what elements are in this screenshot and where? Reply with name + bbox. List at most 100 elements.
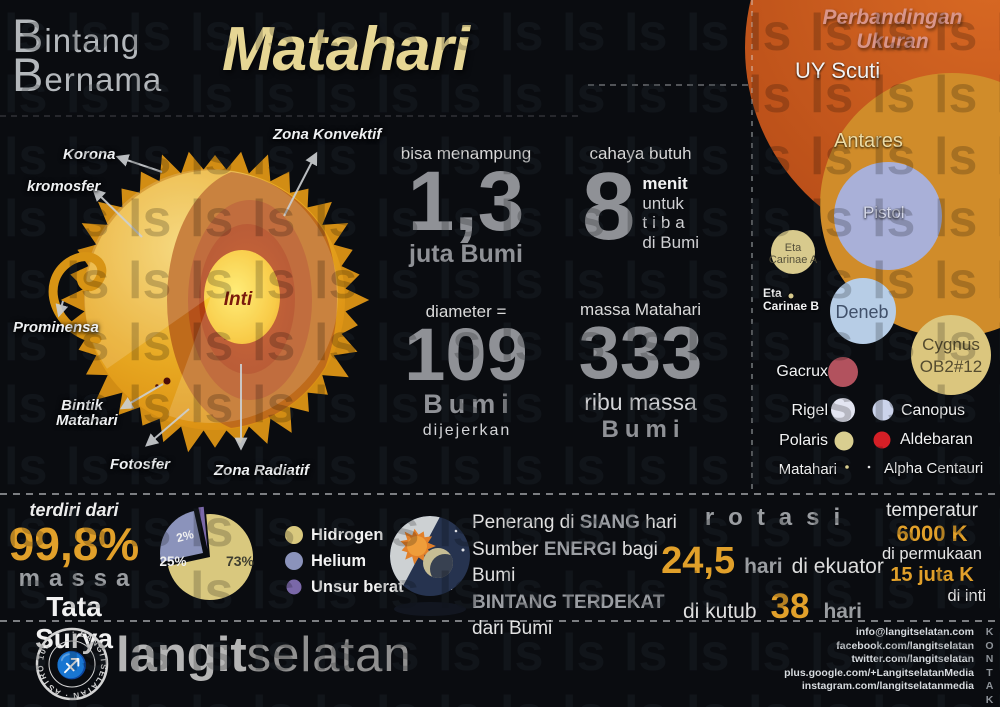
label-zona-radiatif: Zona Radiatif <box>214 462 310 479</box>
legend-swatch-helium <box>285 552 303 570</box>
temperature-core-where: di inti <box>947 587 986 606</box>
stat-light-units: menit untuk tiba di Bumi <box>642 174 699 252</box>
stat-mass-sub: Bumi <box>601 415 686 443</box>
temperature-core-value: 15 juta K <box>890 564 974 587</box>
legend-swatch-unsur-berat <box>286 579 302 595</box>
label-korona: Korona <box>63 146 116 163</box>
temperature-surface-value: 6000 K <box>896 521 968 546</box>
fact-1b: SIANG <box>579 512 640 533</box>
facts-block: Penerang di SIANG hari Sumber ENERGI bag… <box>472 510 682 643</box>
star-label-deneb: Deneb <box>835 302 888 322</box>
star-label-antares: Antares <box>834 130 903 152</box>
star-label-pistol: Pistol <box>863 203 905 222</box>
label-fotosfer: Fotosfer <box>110 456 170 473</box>
temperature-title: temperatur <box>886 500 978 521</box>
stat-light-time: cahaya butuh 8 menit untuk tiba di Bumi <box>568 144 713 260</box>
legend-label-unsur-berat: Unsur berat <box>311 577 404 596</box>
star-matahari-dot <box>845 465 849 469</box>
stat-diameter-sub: dijejerkan <box>422 421 512 439</box>
title-secondary: Bintang Bernama <box>12 12 162 98</box>
legend-swatch-hidrogen <box>285 526 303 544</box>
star-label-alpha-centauri: Alpha Centauri <box>884 460 984 477</box>
star-gacrux <box>828 357 858 387</box>
contact-list: info@langitselatan.com facebook.com/lang… <box>784 626 974 694</box>
stat-mass-value: 333 <box>578 311 703 394</box>
rotation-title: rotasi <box>704 504 855 531</box>
rotation-pole-where: di kutub <box>682 600 757 623</box>
star-label-cygnus-1: Cygnus <box>922 335 980 354</box>
star-label-uy-scuti: UY Scuti <box>795 58 881 83</box>
star-label-cygnus-2: OB2#12 <box>920 357 982 376</box>
fact-line-2: Sumber ENERGI bagi Bumi <box>472 537 682 590</box>
stat-mass: massa Matahari 333 ribu massa Bumi <box>568 300 713 444</box>
pie-legend: Hidrogen Helium Unsur berat <box>284 522 404 600</box>
brand-langit: langit <box>116 628 247 682</box>
brand-wordmark: langitselatan <box>116 628 412 683</box>
legend-label-helium: Helium <box>311 551 367 570</box>
contact-twitter-link[interactable]: twitter.com/langitselatan <box>851 653 974 666</box>
title-line-2: Bernama <box>12 51 162 98</box>
composition-massa: massa <box>18 565 139 592</box>
stat-light-unit-4: di Bumi <box>642 232 700 252</box>
composition-percentage: 99,8% <box>8 518 140 570</box>
fact-line-1: Penerang di SIANG hari <box>472 510 682 537</box>
legend-swatch-circle-1 <box>285 526 303 544</box>
temperature-surface-where: di permukaan <box>882 545 982 564</box>
star-label-eta-carinae-b: Eta Carinae B <box>763 287 819 313</box>
pie-value-helium: 25% <box>159 554 186 569</box>
star-canopus <box>872 399 894 421</box>
fact-line-4: dari Bumi <box>472 616 682 643</box>
star-cygnus-ob2-12 <box>911 315 991 395</box>
star-label-aldebaran: Aldebaran <box>900 431 973 448</box>
rotation-block: rotasi 24,5 hari di ekuator di kutub 38 … <box>655 504 890 627</box>
contact-facebook-link[interactable]: facebook.com/langitselatan <box>836 639 974 652</box>
fact-4: dari Bumi <box>472 618 553 639</box>
rotation-pole-row: di kutub 38 hari <box>655 587 890 627</box>
star-label-matahari: Matahari <box>778 461 837 478</box>
rotation-equator-unit: hari <box>744 555 783 578</box>
rotation-pole-unit: hari <box>823 600 862 623</box>
legend-swatch-circle-2 <box>285 552 303 570</box>
rotation-equator-where: di ekuator <box>791 555 884 578</box>
stat-light-value: 8 <box>581 153 636 260</box>
icon-sun <box>407 536 427 556</box>
langitselatan-stamp-logo: · LANGITSELATAN · ASTRO 101 ♐ <box>35 627 109 701</box>
kontak-vertical-label: KONTAK <box>985 626 994 706</box>
icon-star-2 <box>461 548 465 552</box>
star-rigel <box>831 398 855 422</box>
title-rest-1: intang <box>44 22 141 59</box>
star-label-rigel: Rigel <box>791 402 828 419</box>
rotation-equator-row: 24,5 hari di ekuator <box>655 540 890 583</box>
fact-3: BINTANG TERDEKAT <box>472 591 665 613</box>
rotation-pole-value: 38 <box>770 587 810 626</box>
inti-label: Inti <box>224 289 253 310</box>
icon-reflection <box>394 602 466 616</box>
stat-light-row: 8 menit untuk tiba di Bumi <box>568 153 713 260</box>
label-bintik-line2: Matahari <box>56 412 118 429</box>
stat-diameter: diameter = 109 Bumi dijejerkan <box>396 302 536 440</box>
fact-2b: ENERGI <box>543 538 617 560</box>
fact-1a: Penerang di <box>472 512 575 533</box>
label-zona-konvektif: Zona Konvektif <box>273 126 382 143</box>
brand-selatan: selatan <box>246 628 412 682</box>
eta-b-line2: Carinae B <box>763 299 820 313</box>
legend-item-hidrogen: Hidrogen <box>284 522 404 548</box>
label-bintik-line1: Bintik <box>61 397 103 414</box>
stat-mass-unit: ribu massa <box>584 388 697 415</box>
centaur-archer-icon: ♐ <box>56 650 88 680</box>
sunspot-large <box>163 377 171 385</box>
star-aldebaran <box>873 431 891 449</box>
star-label-gacrux: Gacrux <box>776 363 828 380</box>
star-label-eta-a-2: Carinae A <box>769 254 818 266</box>
title-initial-2: B <box>12 48 45 101</box>
contact-googleplus-link[interactable]: plus.google.com/+LangitselatanMedia <box>784 666 974 679</box>
stat-diameter-value: 109 <box>404 313 528 396</box>
label-prominensa: Prominensa <box>13 319 99 336</box>
contact-email-link[interactable]: info@langitselatan.com <box>855 626 974 638</box>
contact-instagram-link[interactable]: instagram.com/langitselatanmedia <box>801 680 974 693</box>
size-comparison-title: Perbandingan Ukuran <box>822 6 963 53</box>
pie-value-hidrogen: 73% <box>226 553 255 569</box>
star-polaris <box>834 431 854 451</box>
label-bintik-matahari: Bintik Matahari <box>56 397 118 429</box>
